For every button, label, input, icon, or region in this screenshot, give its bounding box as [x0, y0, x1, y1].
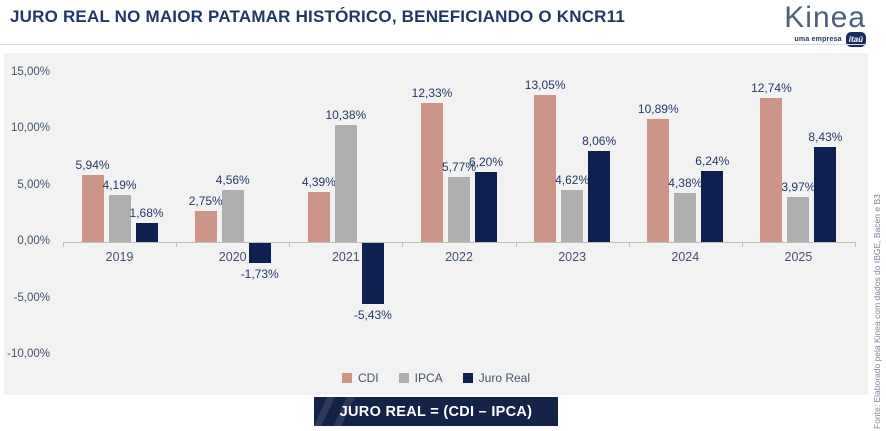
bar-juro-real-2023	[588, 150, 611, 242]
bar-ipca-2022	[448, 176, 470, 242]
legend-label: CDI	[357, 371, 379, 385]
bar-juro-real-2021	[361, 243, 384, 305]
bar-value-label: -1,73%	[240, 266, 279, 281]
bar-value-label: 4,19%	[102, 177, 137, 192]
x-axis-tick	[515, 242, 517, 247]
bar-value-label: 2,75%	[188, 193, 223, 208]
x-axis-tick	[855, 242, 856, 247]
bar-cdi-2019	[81, 174, 104, 242]
bar-cdi-2021	[307, 192, 330, 242]
x-axis-label: 2019	[105, 250, 134, 264]
bar-ipca-2024	[674, 192, 697, 242]
formula-banner: JURO REAL = (CDI – IPCA)	[314, 397, 558, 426]
bar-ipca-2021	[334, 124, 357, 242]
x-axis-label: 2022	[445, 250, 473, 264]
legend-swatch-icon	[462, 373, 473, 383]
x-axis-label: 2025	[784, 250, 813, 264]
bar-cdi-2020	[194, 210, 217, 242]
bar-value-label: -5,43%	[353, 308, 392, 323]
bar-juro-real-2020	[248, 243, 271, 263]
legend-swatch-icon	[341, 373, 352, 383]
bar-value-label: 5,77%	[441, 159, 477, 174]
bar-value-label: 5,94%	[75, 157, 110, 172]
x-axis-tick	[628, 242, 630, 247]
bar-value-label: 6,20%	[468, 154, 504, 169]
x-axis-label: 2024	[671, 250, 700, 264]
y-axis-label: 15,00%	[10, 65, 50, 78]
y-axis-label: 10,00%	[10, 122, 50, 134]
bar-cdi-2023	[534, 94, 557, 242]
kinea-logo: Kinea uma empresa itaú	[784, 2, 866, 47]
formula-text: JURO REAL = (CDI – IPCA)	[339, 403, 533, 420]
bar-value-label: 10,38%	[325, 107, 367, 122]
bar-value-label: 4,62%	[555, 172, 590, 187]
bar-value-label: 12,74%	[751, 81, 792, 96]
brand-tagline: uma empresa	[794, 36, 842, 43]
itau-badge-icon: itaú	[845, 32, 866, 47]
chart-legend: CDI IPCA Juro Real	[4, 371, 868, 385]
bar-cdi-2025	[760, 98, 783, 242]
bar-juro-real-2024	[701, 171, 724, 242]
legend-label: Juro Real	[478, 371, 531, 385]
legend-item-cdi: CDI	[341, 371, 379, 385]
bar-value-label: 1,68%	[129, 206, 164, 221]
y-axis-label: -5,00%	[13, 291, 50, 304]
x-axis-tick	[402, 242, 404, 247]
x-axis-line	[63, 242, 855, 243]
legend-item-juro-real: Juro Real	[462, 371, 531, 385]
x-axis-label: 2023	[558, 250, 587, 264]
x-axis-tick	[63, 242, 64, 247]
bar-value-label: 4,56%	[215, 173, 250, 188]
bar-value-label: 12,33%	[411, 85, 453, 100]
y-axis-label: 0,00%	[17, 235, 50, 247]
legend-item-ipca: IPCA	[398, 371, 443, 385]
bar-ipca-2020	[221, 190, 244, 242]
bar-value-label: 4,38%	[668, 175, 703, 190]
bar-cdi-2024	[647, 118, 670, 242]
x-axis-tick	[741, 242, 743, 247]
bar-value-label: 4,39%	[301, 175, 336, 190]
legend-swatch-icon	[398, 373, 409, 383]
bar-juro-real-2019	[135, 223, 158, 242]
source-note: Fonte: Elaborado pela Kinea com dados do…	[872, 194, 882, 429]
bar-value-label: 8,06%	[582, 133, 617, 148]
page-title: JURO REAL NO MAIOR PATAMAR HISTÓRICO, BE…	[10, 7, 626, 26]
y-axis-label: 5,00%	[17, 178, 50, 191]
x-axis-label: 2020	[218, 250, 247, 264]
y-axis-label: -10,00%	[7, 348, 50, 360]
bar-value-label: 8,43%	[808, 129, 843, 144]
header-divider	[0, 44, 868, 45]
bar-ipca-2025	[787, 197, 810, 242]
bar-juro-real-2025	[814, 146, 837, 242]
bar-value-label: 10,89%	[637, 101, 679, 116]
x-axis-tick	[176, 242, 178, 247]
x-axis-tick	[289, 242, 291, 247]
bar-cdi-2022	[421, 102, 443, 242]
bar-juro-real-2022	[475, 171, 497, 242]
kinea-wordmark: Kinea	[784, 1, 866, 34]
bar-chart: 15,00% 10,00% 5,00% 0,00% -5,00% -10,00% 5,94%…	[4, 53, 868, 395]
bar-value-label: 3,97%	[781, 180, 816, 195]
bar-ipca-2023	[561, 189, 584, 242]
bar-value-label: 13,05%	[524, 77, 566, 92]
bar-value-label: 6,24%	[695, 154, 730, 169]
x-axis-label: 2021	[331, 250, 360, 264]
legend-label: IPCA	[414, 371, 443, 385]
bar-ipca-2019	[108, 194, 131, 242]
